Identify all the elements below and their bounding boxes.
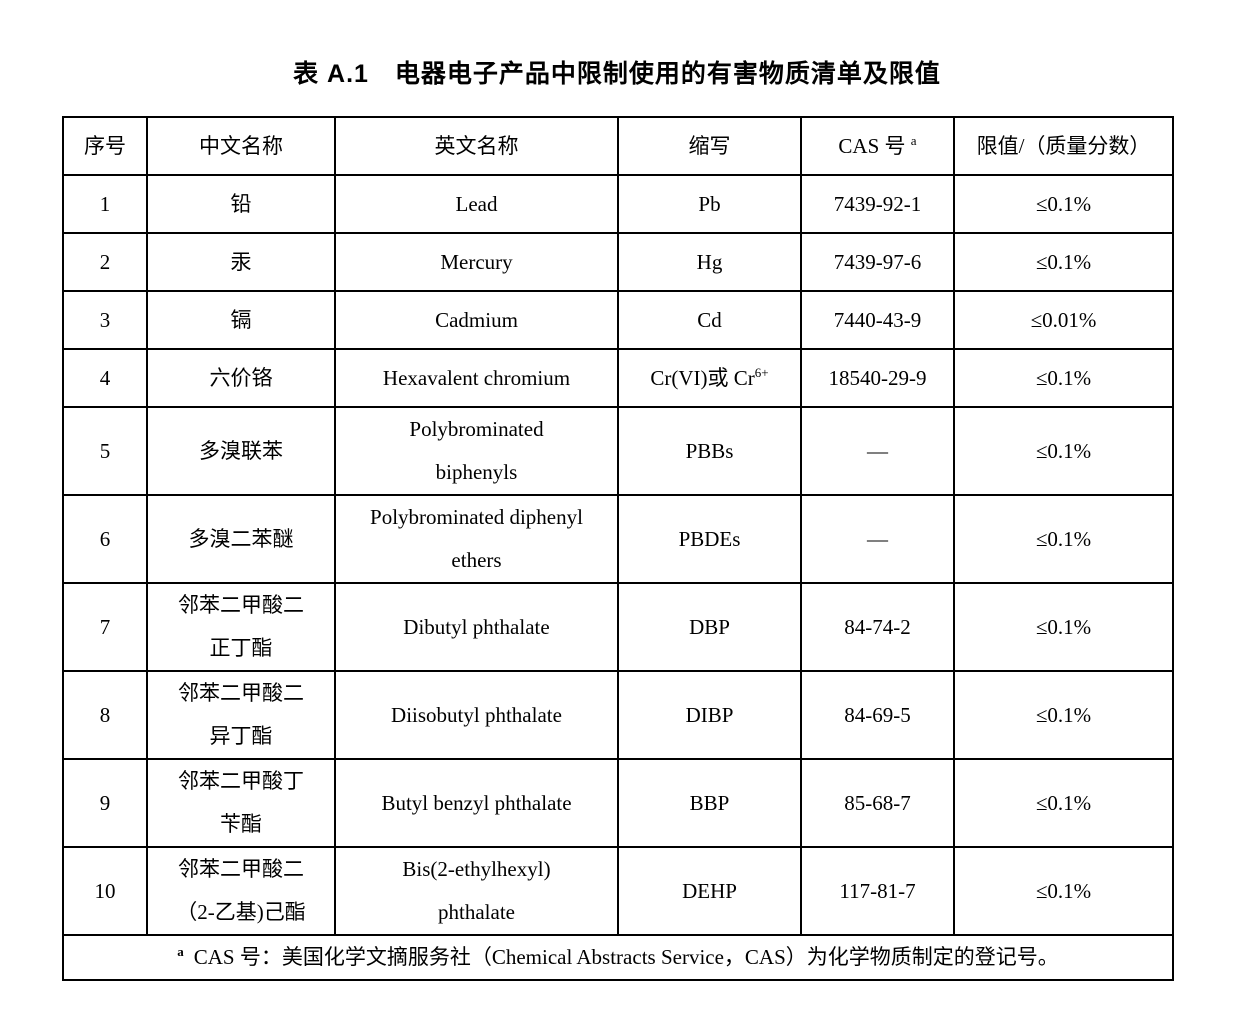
cell-cas-number: — xyxy=(800,494,955,584)
cell-chinese-name: 多溴联苯 xyxy=(146,406,336,496)
cell-chinese-name: 多溴二苯醚 xyxy=(146,494,336,584)
footnote-marker: a xyxy=(177,944,184,959)
cell-limit-value: ≤0.1% xyxy=(953,348,1174,408)
cell-abbreviation: Cr(VI)或 Cr6+ xyxy=(617,348,802,408)
cell-limit-value: ≤0.1% xyxy=(953,582,1174,672)
cell-limit-value: ≤0.1% xyxy=(953,174,1174,234)
cell-abbreviation: Pb xyxy=(617,174,802,234)
header-chinese-name: 中文名称 xyxy=(146,116,336,176)
cell-limit-value: ≤0.1% xyxy=(953,406,1174,496)
cell-cas-number: 7439-92-1 xyxy=(800,174,955,234)
cell-limit-value: ≤0.1% xyxy=(953,758,1174,848)
cell-chinese-name: 六价铬 xyxy=(146,348,336,408)
header-cas-label: CAS 号 xyxy=(838,133,906,158)
table-header-row: 序号 中文名称 英文名称 缩写 CAS 号 a 限值/（质量分数） xyxy=(62,116,1174,176)
cell-abbreviation: PBDEs xyxy=(617,494,802,584)
cell-chinese-name: 铅 xyxy=(146,174,336,234)
cell-serial-number: 1 xyxy=(62,174,148,234)
table-row: 4 六价铬 Hexavalent chromium Cr(VI)或 Cr6+ 18540… xyxy=(62,348,1174,408)
cell-chinese-name: 邻苯二甲酸二 正丁酯 xyxy=(146,582,336,672)
cell-chinese-name: 邻苯二甲酸二 异丁酯 xyxy=(146,670,336,760)
cell-english-name: Lead xyxy=(334,174,619,234)
cell-abbreviation: PBBs xyxy=(617,406,802,496)
cell-serial-number: 8 xyxy=(62,670,148,760)
header-cas-number: CAS 号 a xyxy=(800,116,955,176)
cell-cas-number: 7440-43-9 xyxy=(800,290,955,350)
table-row: 5 多溴联苯 Polybrominated biphenyls PBBs — ≤0.1% xyxy=(62,406,1174,496)
table-caption: 表 A.1 电器电子产品中限制使用的有害物质清单及限值 xyxy=(293,60,941,88)
cell-abbreviation: BBP xyxy=(617,758,802,848)
cell-serial-number: 10 xyxy=(62,846,148,936)
cell-serial-number: 4 xyxy=(62,348,148,408)
table-row: 3 镉 Cadmium Cd 7440-43-9 ≤0.01% xyxy=(62,290,1174,350)
cell-english-name: Cadmium xyxy=(334,290,619,350)
cell-serial-number: 9 xyxy=(62,758,148,848)
cell-serial-number: 6 xyxy=(62,494,148,584)
cell-abbreviation: Cd xyxy=(617,290,802,350)
table-footnote-row: a CAS 号：美国化学文摘服务社（Chemical Abstracts Serv… xyxy=(62,934,1174,981)
cell-limit-value: ≤0.1% xyxy=(953,670,1174,760)
cell-english-name: Hexavalent chromium xyxy=(334,348,619,408)
cell-english-name: Mercury xyxy=(334,232,619,292)
cell-cas-number: 7439-97-6 xyxy=(800,232,955,292)
cell-serial-number: 5 xyxy=(62,406,148,496)
cell-english-name: Butyl benzyl phthalate xyxy=(334,758,619,848)
footnote-cell: a CAS 号：美国化学文摘服务社（Chemical Abstracts Serv… xyxy=(62,934,1174,981)
cell-serial-number: 3 xyxy=(62,290,148,350)
cell-serial-number: 7 xyxy=(62,582,148,672)
table-row: 1 铅 Lead Pb 7439-92-1 ≤0.1% xyxy=(62,174,1174,234)
cell-abbreviation: DBP xyxy=(617,582,802,672)
cell-chinese-name: 汞 xyxy=(146,232,336,292)
cell-english-name: Bis(2-ethylhexyl) phthalate xyxy=(334,846,619,936)
cell-english-name: Diisobutyl phthalate xyxy=(334,670,619,760)
table-row: 6 多溴二苯醚 Polybrominated diphenyl ethers PBDEs… xyxy=(62,494,1174,584)
cell-abbreviation: Hg xyxy=(617,232,802,292)
cell-cas-number: 84-74-2 xyxy=(800,582,955,672)
table-row: 9 邻苯二甲酸丁 苄酯 Butyl benzyl phthalate BBP 85-68-… xyxy=(62,758,1174,848)
header-cas-footnote-marker: a xyxy=(910,132,917,148)
abbreviation-superscript: 6+ xyxy=(754,364,769,380)
cell-abbreviation: DEHP xyxy=(617,846,802,936)
cell-abbreviation: DIBP xyxy=(617,670,802,760)
cell-cas-number: 84-69-5 xyxy=(800,670,955,760)
cell-limit-value: ≤0.1% xyxy=(953,494,1174,584)
cell-limit-value: ≤0.1% xyxy=(953,232,1174,292)
hazardous-substances-table: 序号 中文名称 英文名称 缩写 CAS 号 a 限值/（质量分数） 1 铅 Lead… xyxy=(62,116,1174,981)
cell-cas-number: 117-81-7 xyxy=(800,846,955,936)
table-row: 7 邻苯二甲酸二 正丁酯 Dibutyl phthalate DBP 84-74-2 ≤0.… xyxy=(62,582,1174,672)
table-row: 10 邻苯二甲酸二 （2-乙基)己酯 Bis(2-ethylhexyl) phthala… xyxy=(62,846,1174,936)
header-english-name: 英文名称 xyxy=(334,116,619,176)
cell-limit-value: ≤0.1% xyxy=(953,846,1174,936)
footnote-text: CAS 号：美国化学文摘服务社（Chemical Abstracts Servi… xyxy=(193,945,1059,969)
cell-english-name: Polybrominated biphenyls xyxy=(334,406,619,496)
cell-cas-number: 18540-29-9 xyxy=(800,348,955,408)
cell-cas-number: 85-68-7 xyxy=(800,758,955,848)
cell-cas-number: — xyxy=(800,406,955,496)
table-row: 8 邻苯二甲酸二 异丁酯 Diisobutyl phthalate DIBP 84-69-… xyxy=(62,670,1174,760)
header-limit-value: 限值/（质量分数） xyxy=(953,116,1174,176)
header-abbreviation: 缩写 xyxy=(617,116,802,176)
cell-limit-value: ≤0.01% xyxy=(953,290,1174,350)
cell-serial-number: 2 xyxy=(62,232,148,292)
header-serial-number: 序号 xyxy=(62,116,148,176)
table-row: 2 汞 Mercury Hg 7439-97-6 ≤0.1% xyxy=(62,232,1174,292)
cell-chinese-name: 邻苯二甲酸丁 苄酯 xyxy=(146,758,336,848)
cell-english-name: Polybrominated diphenyl ethers xyxy=(334,494,619,584)
cell-chinese-name: 镉 xyxy=(146,290,336,350)
cell-chinese-name: 邻苯二甲酸二 （2-乙基)己酯 xyxy=(146,846,336,936)
cell-english-name: Dibutyl phthalate xyxy=(334,582,619,672)
